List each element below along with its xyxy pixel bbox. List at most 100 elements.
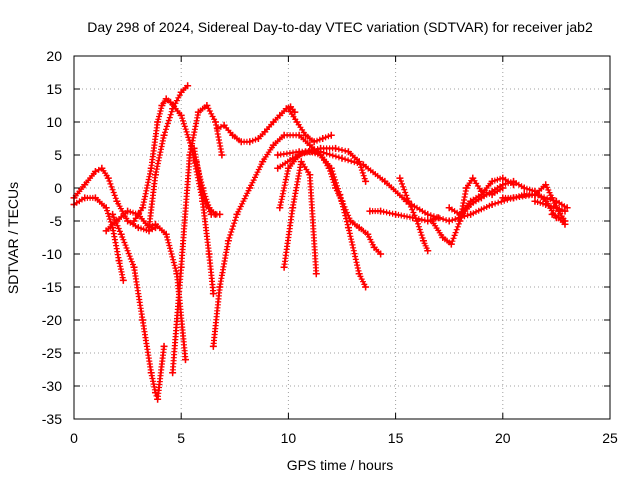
data-point <box>216 283 224 291</box>
y-tick-label: 10 <box>46 114 62 130</box>
data-point <box>377 250 385 258</box>
x-tick-label: 10 <box>281 430 297 446</box>
data-point <box>462 184 470 192</box>
data-point <box>510 194 518 202</box>
data-point <box>467 210 475 218</box>
data-point <box>293 118 301 126</box>
data-point <box>467 201 475 208</box>
data-point <box>488 201 496 208</box>
data-point <box>289 204 297 212</box>
data-point <box>274 164 282 172</box>
data-point <box>552 204 560 212</box>
data-point <box>338 197 346 205</box>
data-point <box>246 184 254 192</box>
data-point <box>98 164 106 172</box>
x-tick-label: 20 <box>495 430 511 446</box>
y-tick-label: -20 <box>42 312 62 328</box>
series-arc-14 <box>280 158 320 278</box>
data-point <box>280 131 288 139</box>
data-point <box>214 125 222 133</box>
data-point <box>269 118 277 126</box>
data-point <box>104 174 112 182</box>
data-point <box>362 177 370 185</box>
data-point <box>445 217 453 225</box>
data-point <box>91 194 99 202</box>
data-point <box>158 102 166 109</box>
data-point <box>233 210 241 218</box>
data-point <box>169 105 177 113</box>
data-point <box>355 224 363 232</box>
data-point <box>447 240 455 248</box>
data-point <box>261 128 269 136</box>
chart-title: Day 298 of 2024, Sidereal Day-to-day VTE… <box>87 19 593 35</box>
series-arc-2 <box>70 194 127 284</box>
series-markers <box>191 145 223 218</box>
data-point <box>413 217 421 225</box>
data-point <box>81 181 89 189</box>
data-point <box>254 135 262 142</box>
y-tick-label: -5 <box>50 213 63 229</box>
data-point <box>169 369 177 377</box>
data-point <box>499 181 507 189</box>
data-point <box>306 141 314 149</box>
data-point <box>310 138 318 146</box>
data-point <box>347 217 355 225</box>
data-point <box>81 194 89 202</box>
data-point <box>338 154 346 162</box>
data-point <box>166 98 174 106</box>
x-tick-label: 25 <box>602 430 618 446</box>
data-point <box>130 263 138 271</box>
y-tick-label: 0 <box>54 180 62 196</box>
data-point <box>488 177 496 185</box>
data-point <box>439 234 447 241</box>
data-point <box>209 342 217 350</box>
data-point <box>520 184 528 192</box>
data-point <box>203 102 211 109</box>
series-arc-16 <box>274 148 571 225</box>
data-point <box>477 194 485 202</box>
data-point <box>404 197 412 205</box>
data-point <box>381 177 389 185</box>
series-arc-7 <box>169 102 226 377</box>
data-point <box>377 207 385 215</box>
data-point <box>520 191 528 199</box>
y-tick-label: 5 <box>54 147 62 163</box>
data-point <box>269 141 277 149</box>
series-arc-8 <box>190 144 224 218</box>
data-point <box>117 230 125 238</box>
x-tick-label: 0 <box>70 430 78 446</box>
data-point <box>246 138 254 146</box>
data-series <box>70 82 571 403</box>
y-axis-label: SDTVAR / TECUs <box>5 182 21 294</box>
y-tick-label: 15 <box>46 81 62 97</box>
data-point <box>160 131 168 139</box>
data-point <box>151 389 159 397</box>
series-arc-6 <box>145 82 192 232</box>
data-point <box>124 217 132 225</box>
data-point <box>332 144 340 152</box>
data-point <box>274 151 282 159</box>
series-arc-12 <box>276 148 385 258</box>
grid <box>74 56 610 419</box>
y-tick-label: -15 <box>42 279 62 295</box>
data-point <box>205 250 213 258</box>
data-point <box>102 204 110 212</box>
data-point <box>284 105 292 113</box>
series-arc-1 <box>70 164 159 235</box>
data-point <box>542 201 550 208</box>
data-point <box>392 210 400 218</box>
data-point <box>366 207 374 215</box>
data-point <box>445 204 453 212</box>
data-point <box>184 82 192 90</box>
data-point <box>542 181 550 189</box>
x-tick-label: 5 <box>177 430 185 446</box>
data-point <box>419 237 427 245</box>
data-point <box>291 108 299 116</box>
data-point <box>154 395 162 403</box>
y-tick-label: -35 <box>42 411 62 427</box>
data-point <box>113 197 121 205</box>
data-point <box>327 131 335 139</box>
x-axis-label: GPS time / hours <box>287 457 394 473</box>
data-point <box>237 138 245 146</box>
data-point <box>280 263 288 271</box>
